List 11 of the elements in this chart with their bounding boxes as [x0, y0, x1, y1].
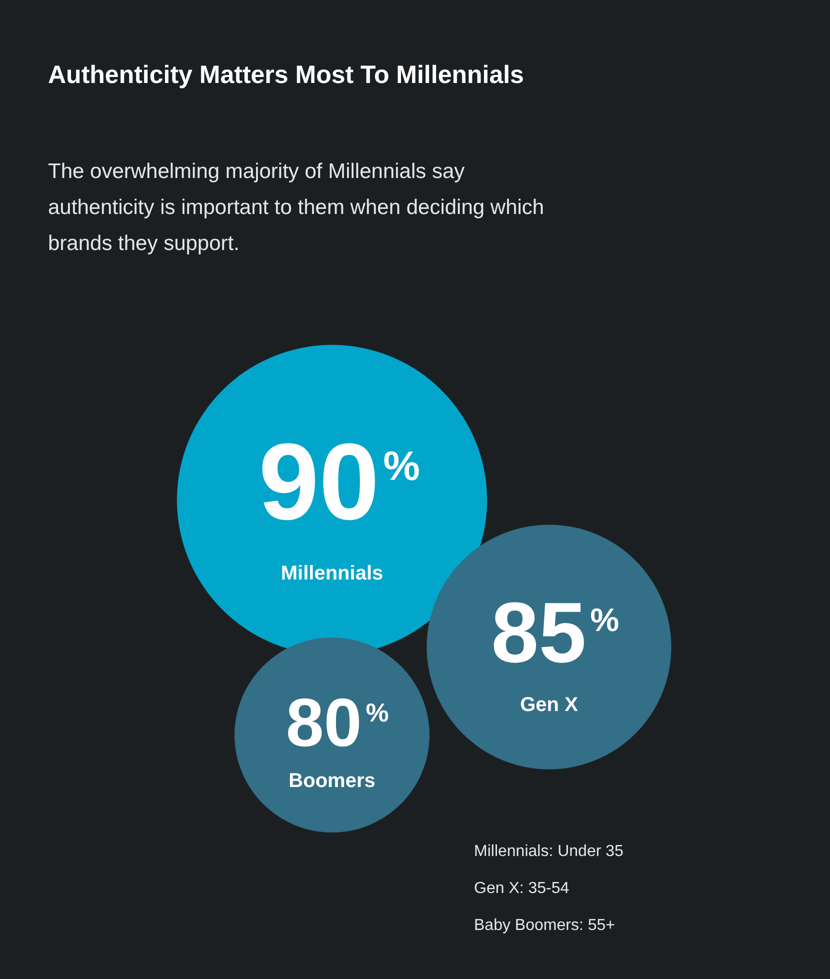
text: Millennials: Under 35 [474, 843, 624, 860]
data-label: 90% [258, 421, 420, 542]
category-label: Gen X [520, 694, 579, 716]
text: The overwhelming majority of Millennials say authenticity is important to them when deciding which brands they support. [48, 160, 544, 255]
category-label: Boomers [288, 770, 376, 792]
data-label: 80% [286, 685, 389, 762]
text: Authenticity Matters Most To Millennials [48, 61, 524, 89]
text: Gen X: 35-54 [474, 880, 570, 897]
category-label: Millennials [280, 562, 384, 584]
text: Baby Boomers: 55+ [474, 917, 615, 934]
data-label: 85% [491, 586, 620, 681]
